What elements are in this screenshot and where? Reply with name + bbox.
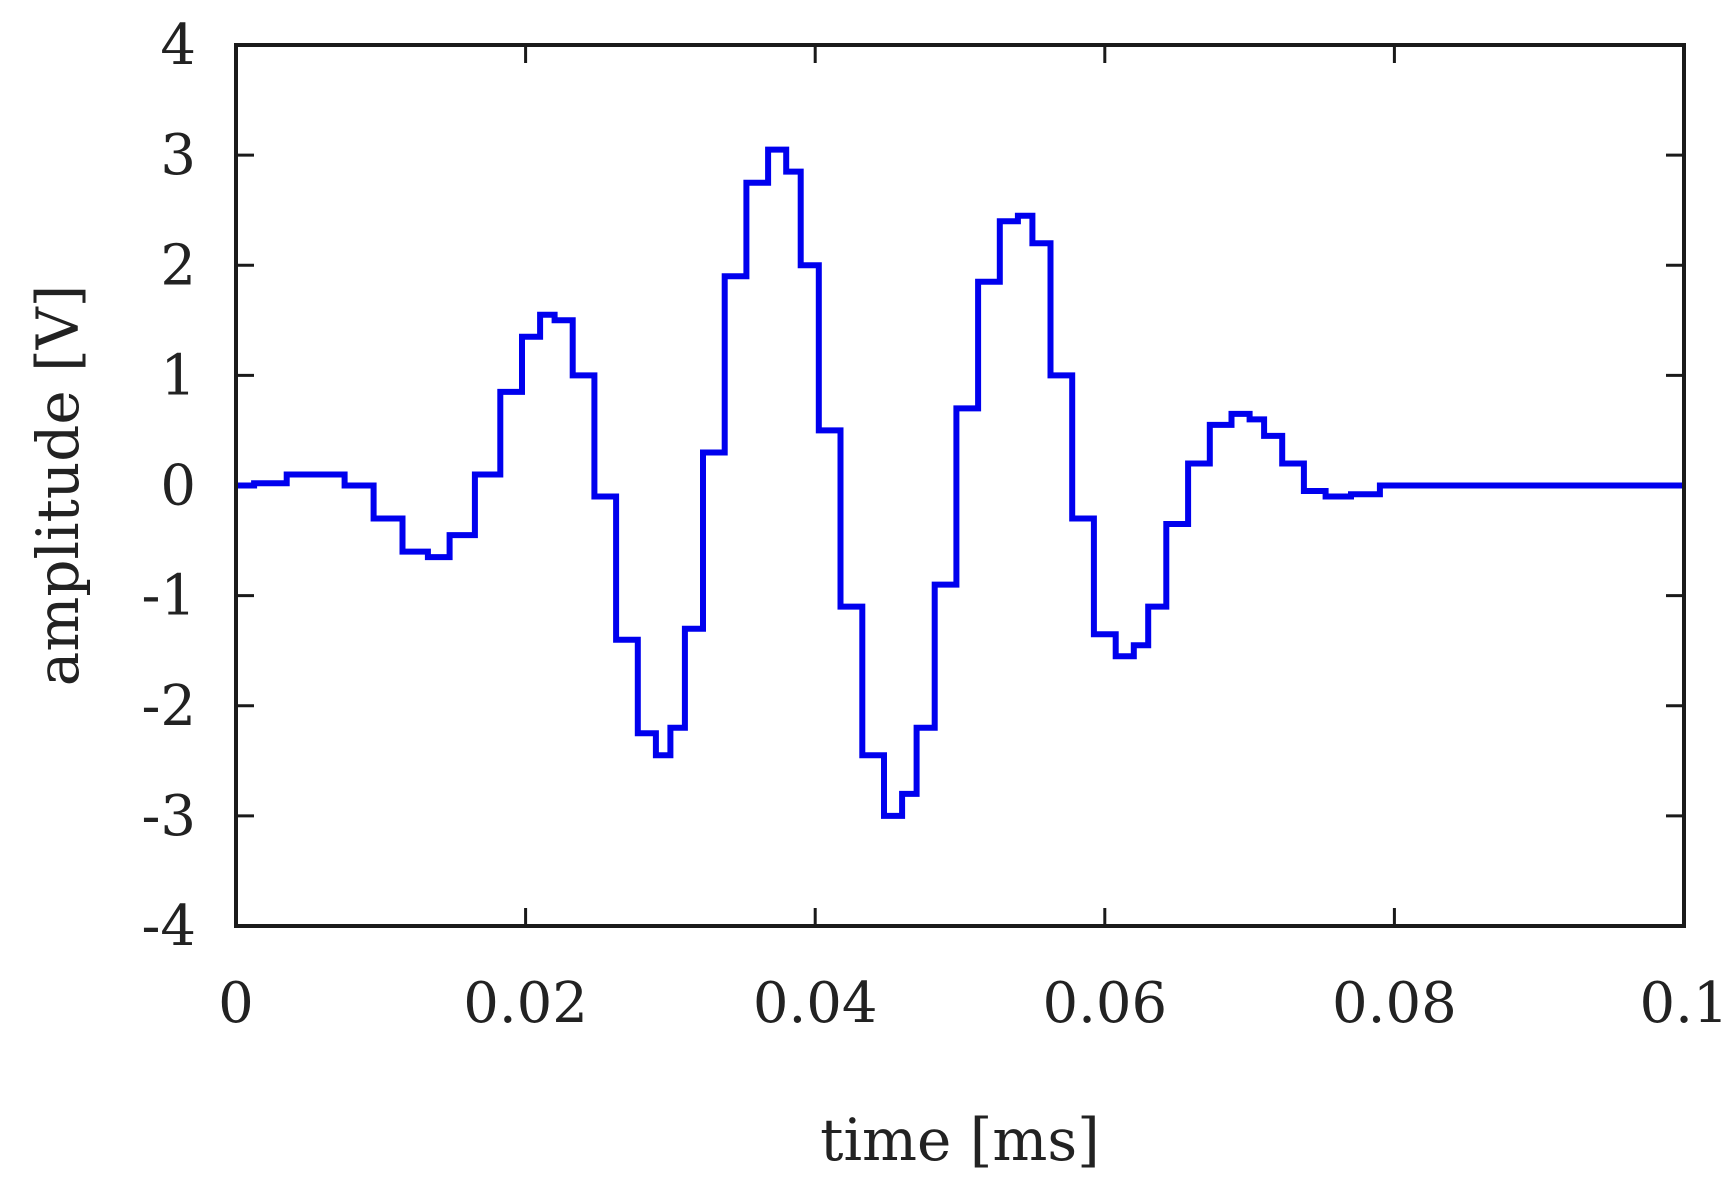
y-tick-label: -4 (141, 894, 196, 959)
waveform-series-line (236, 146, 1684, 819)
y-tick-label: -1 (141, 564, 196, 629)
y-tick-label: 1 (160, 343, 196, 408)
y-tick-label: 0 (160, 454, 196, 519)
x-tick-label: 0.06 (1042, 971, 1167, 1036)
x-tick-label: 0 (218, 971, 254, 1036)
x-axis-label: time [ms] (820, 1106, 1100, 1174)
plot-area-frame (234, 43, 1686, 928)
x-tick-label: 0.08 (1332, 971, 1457, 1036)
y-tick-label: 4 (160, 13, 196, 78)
series-layer (236, 146, 1684, 819)
y-tick-label: 3 (160, 123, 196, 188)
x-tick-label: 0.1 (1639, 971, 1728, 1036)
y-axis-label: amplitude [V] (24, 285, 92, 687)
y-tick-label: -2 (141, 674, 196, 739)
x-tick-label: 0.02 (463, 971, 588, 1036)
tick-labels-layer: 0 0.02 0.04 0.06 0.08 0.1 4 3 2 1 0 -1 -2 -3 -4 (141, 13, 1728, 1036)
y-tick-label: -3 (141, 784, 196, 849)
y-tick-label: 2 (160, 233, 196, 298)
x-tick-label: 0.04 (753, 971, 878, 1036)
